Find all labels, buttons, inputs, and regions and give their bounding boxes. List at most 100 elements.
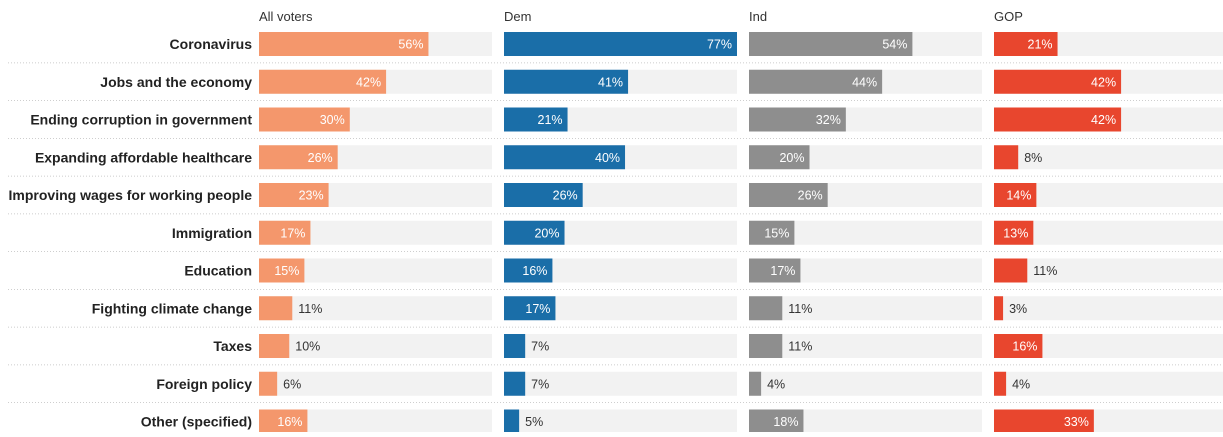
data-label: 40% <box>595 151 620 165</box>
bar-ind <box>749 371 762 396</box>
bar-all-voters <box>259 371 278 396</box>
category-label: Education <box>184 263 252 279</box>
data-label: 10% <box>295 340 320 354</box>
bar-all-voters <box>259 69 387 94</box>
bar-track <box>259 371 492 396</box>
data-label: 77% <box>707 38 732 52</box>
data-label: 42% <box>356 75 381 89</box>
bar-all-voters <box>259 258 305 283</box>
chart-row-jobs-and-the-economy: Jobs and the economy 42% 41% 44% 42% <box>100 69 1223 94</box>
bar-all-voters <box>259 183 329 207</box>
bar-dem <box>504 296 556 321</box>
data-label: 26% <box>308 151 333 165</box>
bar-gop <box>994 107 1122 132</box>
bar-ind <box>749 32 913 56</box>
bar-track <box>259 296 492 321</box>
data-label: 56% <box>398 38 423 52</box>
bar-dem <box>504 69 629 94</box>
data-label: 17% <box>525 302 550 316</box>
data-label: 7% <box>531 377 549 391</box>
column-header-dem: Dem <box>504 9 531 24</box>
category-label: Jobs and the economy <box>100 74 252 90</box>
data-label: 17% <box>770 264 795 278</box>
bar-all-voters <box>259 409 308 434</box>
chart-rows: Coronavirus 56% 77% 54% 21% Jobs and the econ… <box>8 32 1223 434</box>
bar-ind <box>749 334 783 358</box>
chart-row-expanding-affordable-healthcare: Expanding affordable healthcare 26% 40% 20%… <box>35 145 1223 170</box>
bar-dem <box>504 371 526 396</box>
data-label: 20% <box>779 151 804 165</box>
bar-track <box>994 371 1223 396</box>
data-label: 14% <box>1006 189 1031 203</box>
bar-ind <box>749 296 783 321</box>
data-label: 20% <box>534 226 559 240</box>
chart-row-coronavirus: Coronavirus 56% 77% 54% 21% <box>170 32 1223 56</box>
bar-all-voters <box>259 296 293 321</box>
column-headers: All voters Dem Ind GOP <box>259 9 1023 24</box>
data-label: 11% <box>788 302 812 316</box>
category-label: Taxes <box>213 338 252 354</box>
chart-row-immigration: Immigration 17% 20% 15% 13% <box>172 220 1223 245</box>
bar-track <box>504 371 737 396</box>
chart-row-improving-wages-for-working-people: Improving wages for working people 23% 26%… <box>9 183 1223 207</box>
chart-row-other-specified: Other (specified) 16% 5% 18% 33% <box>141 409 1223 434</box>
category-label: Fighting climate change <box>92 300 252 316</box>
bar-ind <box>749 107 846 132</box>
data-label: 8% <box>1024 151 1042 165</box>
data-label: 18% <box>773 415 798 429</box>
data-label: 23% <box>299 189 324 203</box>
data-label: 54% <box>882 38 907 52</box>
bar-track <box>994 296 1223 321</box>
data-label: 26% <box>553 189 578 203</box>
bar-gop <box>994 183 1037 207</box>
category-label: Immigration <box>172 225 252 241</box>
bar-track <box>504 409 737 434</box>
category-label: Ending corruption in government <box>30 112 252 128</box>
bar-track <box>994 258 1223 283</box>
bar-gop <box>994 334 1043 358</box>
column-header-gop: GOP <box>994 9 1023 24</box>
bar-track <box>504 334 737 358</box>
bar-ind <box>749 183 828 207</box>
chart-row-ending-corruption-in-government: Ending corruption in government 30% 21% 32%… <box>30 107 1223 132</box>
bar-all-voters <box>259 107 350 132</box>
bar-ind <box>749 69 883 94</box>
bar-ind <box>749 220 795 245</box>
category-label: Other (specified) <box>141 414 252 430</box>
data-label: 32% <box>816 113 841 127</box>
bar-all-voters <box>259 220 311 245</box>
bar-gop <box>994 409 1094 434</box>
bar-dem <box>504 183 583 207</box>
data-label: 11% <box>298 302 322 316</box>
bar-track <box>994 145 1223 170</box>
data-label: 17% <box>280 226 305 240</box>
data-label: 11% <box>1033 264 1057 278</box>
chart-row-education: Education 15% 16% 17% 11% <box>184 258 1223 283</box>
data-label: 33% <box>1064 415 1089 429</box>
data-label: 4% <box>767 377 785 391</box>
data-label: 26% <box>798 189 823 203</box>
data-label: 16% <box>522 264 547 278</box>
bar-gop <box>994 69 1122 94</box>
data-label: 11% <box>788 340 812 354</box>
bar-dem <box>504 145 626 170</box>
bar-all-voters <box>259 145 338 170</box>
data-label: 6% <box>283 377 301 391</box>
bar-dem <box>504 220 565 245</box>
chart-row-foreign-policy: Foreign policy 6% 7% 4% 4% <box>156 371 1223 396</box>
data-label: 13% <box>1003 226 1028 240</box>
bar-dem <box>504 334 526 358</box>
data-label: 30% <box>320 113 345 127</box>
data-label: 21% <box>1028 38 1053 52</box>
bar-gop <box>994 32 1058 56</box>
bar-dem <box>504 32 737 56</box>
chart-row-fighting-climate-change: Fighting climate change 11% 17% 11% 3% <box>92 296 1223 321</box>
data-label: 41% <box>598 75 623 89</box>
bar-gop <box>994 220 1034 245</box>
data-label: 4% <box>1012 377 1030 391</box>
bar-dem <box>504 107 568 132</box>
bar-dem <box>504 409 520 434</box>
category-label: Foreign policy <box>156 376 252 392</box>
